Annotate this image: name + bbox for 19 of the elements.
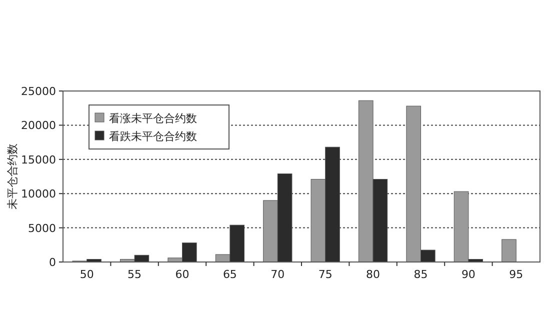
x-tick-label: 50: [80, 268, 94, 281]
y-tick-label: 10000: [21, 188, 56, 201]
legend-label: 看跌未平仓合约数: [109, 130, 197, 143]
legend-label: 看涨未平仓合约数: [109, 112, 197, 125]
y-tick-label: 5000: [28, 222, 56, 235]
y-tick-label: 20000: [21, 119, 56, 132]
y-tick-label: 25000: [21, 85, 56, 98]
x-tick-label: 60: [175, 268, 190, 281]
x-tick-label: 55: [128, 268, 142, 281]
x-tick-label: 65: [222, 268, 237, 281]
y-tick-label: 0: [49, 256, 56, 269]
x-tick-label: 85: [414, 268, 428, 281]
x-tick-label: 75: [318, 268, 332, 281]
y-tick-label: 15000: [21, 153, 56, 166]
x-tick-label: 80: [366, 268, 380, 281]
x-tick-label: 70: [270, 268, 285, 281]
x-tick-label: 95: [509, 268, 524, 281]
y-axis-title: 未平仓合约数: [6, 144, 19, 210]
x-tick-label: 90: [461, 268, 476, 281]
